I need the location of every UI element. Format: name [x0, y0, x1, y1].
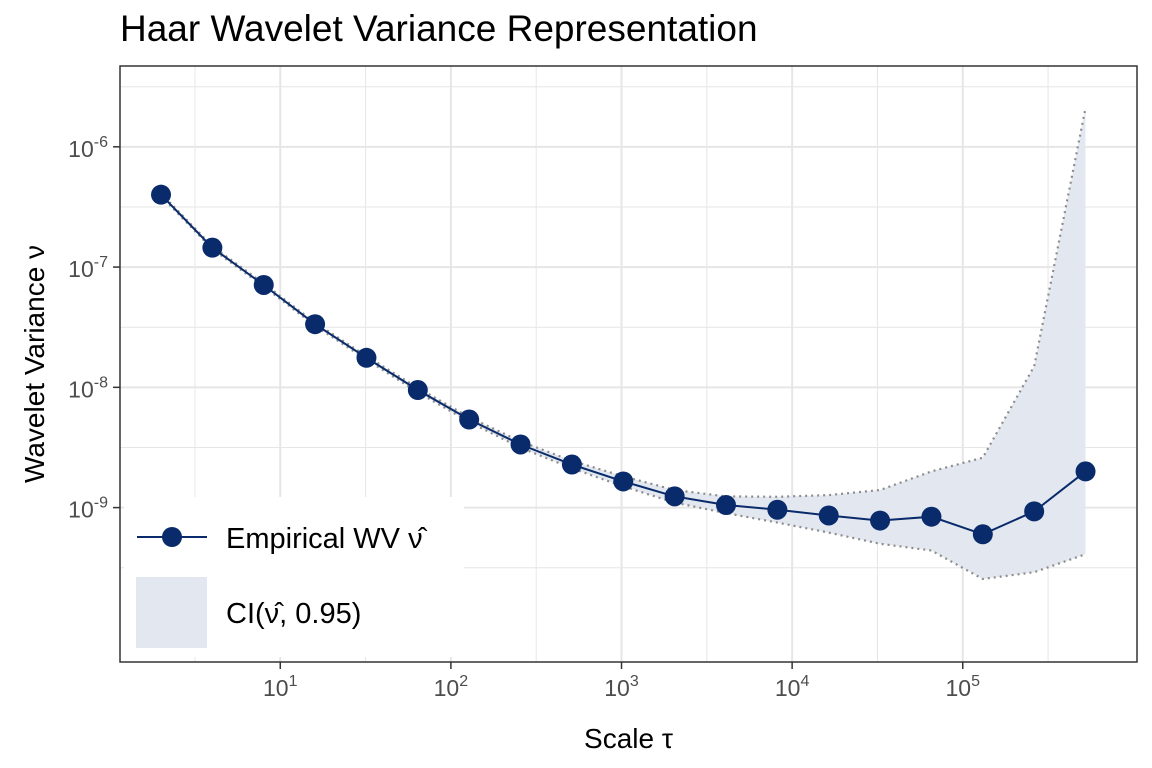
y-tick-label: 10-8	[68, 374, 108, 402]
series-layer	[151, 184, 1096, 545]
x-axis-title: Scale τ	[584, 723, 673, 754]
data-point	[972, 524, 993, 545]
data-point	[1024, 501, 1045, 522]
data-point	[202, 237, 223, 258]
legend-series-marker	[162, 527, 182, 547]
legend-ci-label-prefix: CI(	[226, 598, 265, 630]
y-tick-label: 10-7	[68, 254, 108, 282]
data-point	[407, 380, 428, 401]
legend-series-label-text: Empirical WV	[226, 523, 408, 555]
data-point	[664, 486, 685, 507]
axis-layer: 101 102 103 104 105 10-6 10-7 10-8 10-9	[68, 134, 980, 701]
legend-series-label: Empirical WV ν̂	[226, 523, 428, 555]
x-tick-label: 102	[434, 673, 469, 701]
y-tick-label: 10-6	[68, 134, 108, 162]
data-point	[561, 454, 582, 475]
data-point	[818, 505, 839, 526]
data-point	[151, 184, 172, 205]
y-axis-title: Wavelet Variance ν	[19, 245, 50, 483]
panel-border	[119, 65, 1138, 663]
x-tick-label: 103	[604, 673, 639, 701]
legend-ci-swatch	[136, 577, 207, 648]
data-point	[715, 495, 736, 516]
data-point	[613, 471, 634, 492]
data-point	[356, 347, 377, 368]
data-point	[767, 499, 788, 520]
legend-ci-label: CI(ν̂, 0.95)	[226, 598, 361, 630]
data-point	[870, 510, 891, 531]
data-point	[921, 506, 942, 527]
data-point	[459, 409, 480, 430]
data-point	[305, 314, 326, 335]
x-tick-label: 105	[946, 673, 981, 701]
data-point	[253, 274, 274, 295]
x-tick-label: 104	[775, 673, 810, 701]
x-tick-label: 101	[263, 673, 298, 701]
legend-ci-label-suffix: , 0.95)	[279, 598, 361, 630]
y-tick-label: 10-9	[68, 495, 108, 523]
data-point	[1075, 461, 1096, 482]
legend: Empirical WV ν̂ CI(ν̂, 0.95)	[124, 497, 464, 657]
chart-title: Haar Wavelet Variance Representation	[120, 8, 758, 49]
data-point	[510, 434, 531, 455]
